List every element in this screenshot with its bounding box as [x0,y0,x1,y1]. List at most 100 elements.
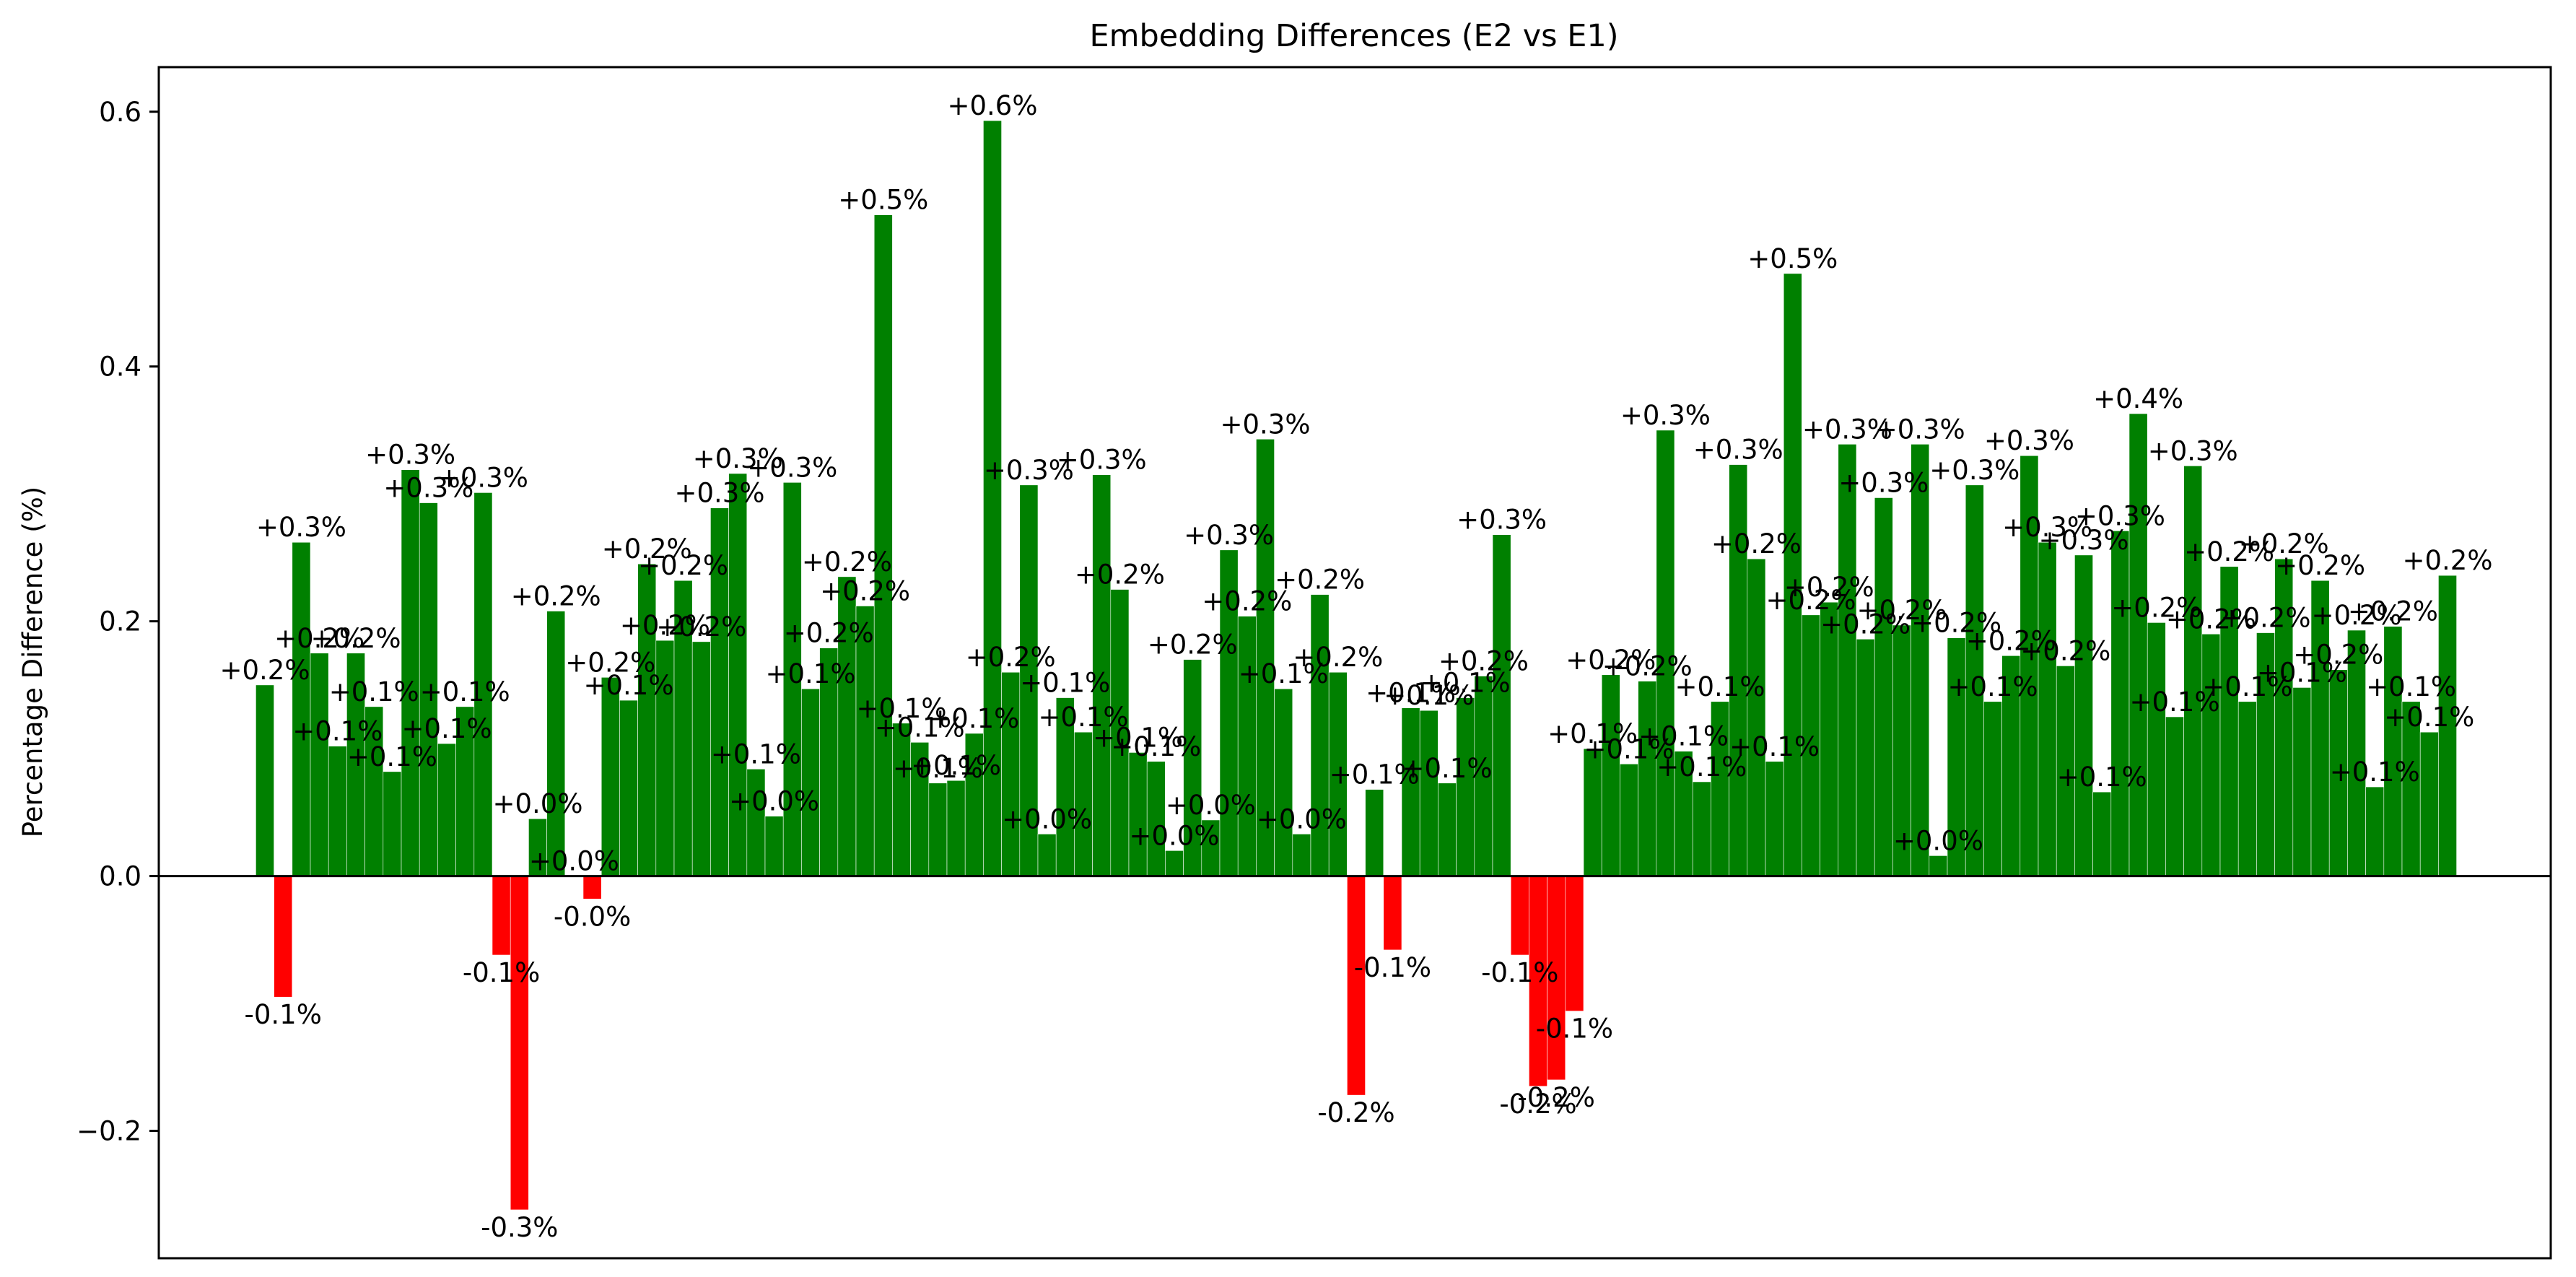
bar-value-label: +0.3% [674,478,764,509]
bar-value-label: +0.1% [1038,702,1128,733]
bar-value-label: +0.1% [711,738,801,770]
bar-value-label: +0.3% [1802,414,1892,445]
bar-value-label: +0.2% [274,623,364,654]
bar [1874,497,1893,876]
bar [1256,438,1275,876]
bar [1583,748,1602,876]
bar [1055,697,1075,876]
bar-value-label: +0.1% [1547,718,1638,749]
bar-value-label: -0.1% [1354,952,1431,983]
bar-value-label: +0.1% [1111,731,1201,762]
bar [855,606,875,876]
plot-frame [157,66,2552,1260]
bar-value-label: +0.2% [1784,572,1874,603]
bar [2001,655,2021,876]
bar [2419,731,2439,876]
bar [2401,701,2421,876]
bar [492,876,511,956]
bar-value-label: +0.1% [1420,668,1511,699]
bar [292,541,311,876]
bar-value-label: +0.2% [310,623,401,654]
bar [1092,474,1112,876]
bar-value-label: +0.2% [1148,629,1238,661]
bar [946,780,966,876]
bar [274,876,293,998]
bar-value-label: -0.3% [481,1212,558,1243]
bar [1820,601,1839,876]
bar-value-label: +0.2% [1438,646,1529,677]
bar-value-label: -0.1% [245,999,322,1030]
bar [691,641,711,876]
bar [601,676,620,876]
bar-value-label: +0.2% [620,610,710,641]
bar-value-label: +0.1% [2330,757,2420,788]
bar [1565,876,1584,1011]
bar [1438,783,1457,876]
bar-value-label: -0.1% [1536,1014,1613,1045]
bar-value-label: +0.1% [765,658,855,689]
bar [637,563,657,876]
bar [2438,575,2457,876]
bar-value-label: +0.2% [1911,608,2001,639]
bar-value-label: +0.0% [529,846,619,877]
bar [328,746,347,876]
bar [1401,707,1420,876]
y-tick-label: 0.0 [99,861,141,892]
bar-value-label: +0.1% [329,676,419,707]
bar [1547,876,1566,1081]
bar [819,648,839,876]
bar-value-label: +0.1% [2257,657,2347,688]
bar-value-label: +0.2% [656,611,746,642]
bar-value-label: +0.2% [2220,603,2310,634]
bar [1510,876,1529,956]
bar-value-label: +0.3% [2148,435,2238,466]
bar [1037,834,1057,876]
bar [1711,701,1729,876]
bar-value-label: +0.2% [1711,528,1802,559]
bar-value-label: +0.1% [2202,671,2292,702]
bar [983,120,1002,876]
bar-value-label: +0.5% [838,185,928,216]
bar [1783,273,1802,876]
y-axis-ticks: −0.2 0.0 0.2 0.4 0.6 [77,97,159,1147]
bar-value-label: +0.1% [1093,722,1183,753]
bar-value-label: +0.3% [2038,525,2129,556]
bar [1292,834,1311,876]
bar [1219,549,1239,876]
bar [1419,710,1438,876]
bar [2074,554,2093,876]
bar-value-label: +0.3% [693,443,783,474]
bar-value-label: +0.1% [893,753,983,784]
bar-value-label: +0.2% [784,618,874,649]
bar [1310,594,1330,876]
bar [928,783,948,876]
bar [2256,632,2275,876]
bar [1947,637,1966,876]
bar-value-label: +0.2% [1602,651,1693,682]
bar-value-label: +0.3% [1984,425,2074,456]
bar-value-label: +0.3% [1457,505,1547,536]
bar-value-label: +0.1% [1947,671,2038,702]
bar [1019,484,1039,876]
bar-value-label: +0.1% [1584,733,1674,764]
bar-value-label: +0.1% [2057,762,2147,793]
bar [2129,413,2148,876]
bar-value-label: +0.2% [802,546,892,578]
bar [1347,876,1366,1096]
bar [1856,639,1875,876]
bar-value-label: -0.2% [1518,1082,1595,1113]
bar-value-label: +0.1% [1384,680,1474,711]
bar [1965,484,1984,876]
bar-value-label: +0.3% [747,452,837,483]
bar [801,688,820,876]
bar-value-label: +0.3% [1184,520,1274,551]
bar-value-label: +0.1% [420,676,510,707]
bar [1383,876,1402,951]
bar [2165,716,2184,876]
bar [528,818,547,876]
bar [910,741,930,876]
bar [1328,671,1348,876]
bar-value-label: -0.2% [1499,1089,1576,1120]
bar-value-label: +0.3% [383,473,473,504]
